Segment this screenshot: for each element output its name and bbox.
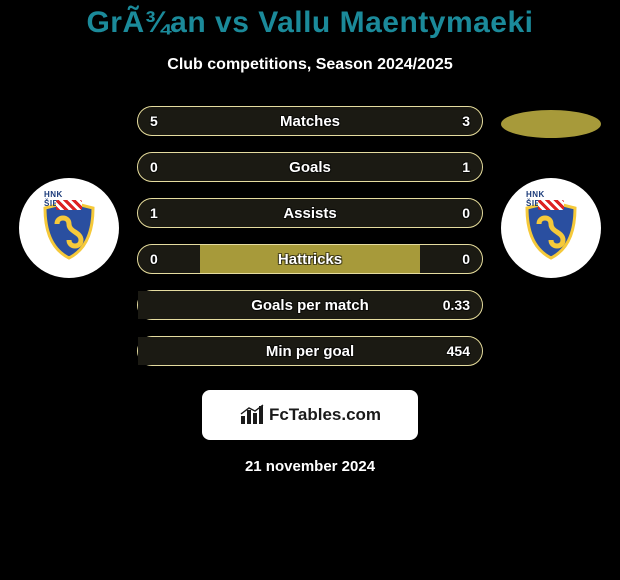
stat-bar: 0.33 Goals per match <box>137 290 483 320</box>
stat-bar-left-fill <box>138 199 420 227</box>
stat-bar-list: 5 3 Matches 0 1 Goals 1 0 Assists 0 0 Hattricks 0.33… <box>137 106 483 366</box>
stat-bar: 5 3 Matches <box>137 106 483 136</box>
stat-bar-right-value: 454 <box>447 343 470 359</box>
page-title: GrÃ¾an vs Vallu Maentymaeki <box>0 6 620 40</box>
main-row: HNK ŠIBENIK 5 3 Matches 0 1 Goals 1 0 Assists 0 0 H… <box>0 106 620 366</box>
stat-bar-label: Hattricks <box>278 251 342 268</box>
brand-text: FcTables.com <box>269 405 381 425</box>
brand-box: FcTables.com <box>202 390 418 440</box>
right-player-ellipse <box>501 110 601 138</box>
stat-bar-label: Goals <box>289 159 331 176</box>
stat-bar-right-fill <box>420 245 482 273</box>
stat-bar: 454 Min per goal <box>137 336 483 366</box>
bar-chart-icon <box>239 404 267 426</box>
left-player-column: HNK ŠIBENIK <box>9 106 129 278</box>
stat-bar: 1 0 Assists <box>137 198 483 228</box>
page-subtitle: Club competitions, Season 2024/2025 <box>0 56 620 74</box>
right-team-badge-checker <box>538 200 564 210</box>
stat-bar-right-value: 0.33 <box>443 297 470 313</box>
left-team-badge: HNK ŠIBENIK <box>19 178 119 278</box>
stat-bar-left-fill <box>138 245 200 273</box>
stat-bar: 0 1 Goals <box>137 152 483 182</box>
stat-bar-label: Goals per match <box>251 297 369 314</box>
stat-bar-left-fill <box>138 153 200 181</box>
stat-bar-label: Min per goal <box>266 343 354 360</box>
stat-bar-left-value: 1 <box>150 205 158 221</box>
left-player-ellipse <box>19 110 119 138</box>
stat-bar: 0 0 Hattricks <box>137 244 483 274</box>
stats-card: GrÃ¾an vs Vallu Maentymaeki Club competi… <box>0 0 620 580</box>
stat-bar-right-value: 0 <box>462 251 470 267</box>
stat-bar-right-value: 3 <box>462 113 470 129</box>
stat-bar-right-value: 1 <box>462 159 470 175</box>
stat-bar-left-value: 5 <box>150 113 158 129</box>
stat-bar-left-value: 0 <box>150 159 158 175</box>
stat-bar-right-value: 0 <box>462 205 470 221</box>
left-team-badge-checker <box>56 200 82 210</box>
stat-bar-label: Matches <box>280 113 340 130</box>
right-team-badge: HNK ŠIBENIK <box>501 178 601 278</box>
stat-bar-left-value: 0 <box>150 251 158 267</box>
stat-bar-right-fill <box>200 153 482 181</box>
stat-bar-label: Assists <box>283 205 336 222</box>
right-player-column: HNK ŠIBENIK <box>491 106 611 278</box>
date-text: 21 november 2024 <box>0 458 620 475</box>
stat-bar-right-fill <box>420 199 482 227</box>
